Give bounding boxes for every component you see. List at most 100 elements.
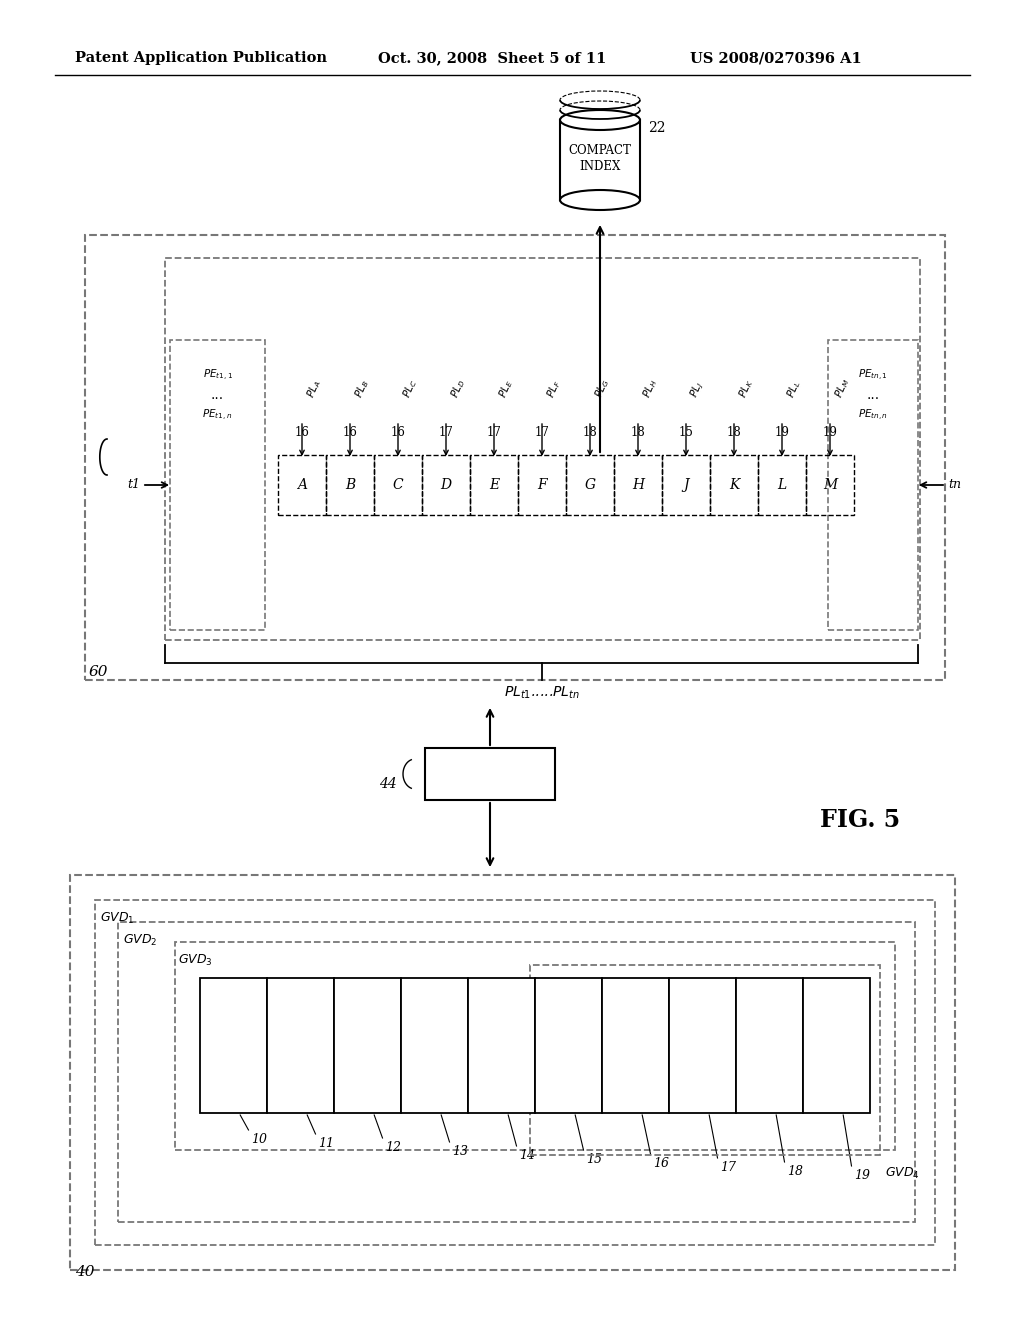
Bar bbox=[710, 455, 758, 515]
Text: $PE_{t1,n}$: $PE_{t1,n}$ bbox=[203, 408, 232, 422]
Text: G: G bbox=[585, 478, 596, 492]
Bar bbox=[470, 455, 518, 515]
Bar bbox=[758, 455, 806, 515]
Bar bbox=[278, 455, 326, 515]
Text: D: D bbox=[440, 478, 452, 492]
Text: E: E bbox=[698, 1063, 707, 1074]
Text: M: M bbox=[830, 1063, 843, 1074]
Text: 19: 19 bbox=[774, 426, 790, 440]
Bar bbox=[170, 341, 265, 630]
Text: M: M bbox=[823, 478, 838, 492]
Bar bbox=[669, 978, 736, 1113]
Bar bbox=[736, 978, 803, 1113]
Text: B: B bbox=[345, 478, 355, 492]
Text: $GVD_3$: $GVD_3$ bbox=[178, 953, 213, 968]
Bar bbox=[518, 455, 566, 515]
Text: 13: 13 bbox=[453, 1144, 469, 1158]
Text: H: H bbox=[632, 478, 644, 492]
Text: t1: t1 bbox=[127, 479, 140, 491]
Text: $PL_K$: $PL_K$ bbox=[736, 378, 756, 400]
Text: $PL_H$: $PL_H$ bbox=[640, 378, 660, 400]
Bar bbox=[334, 978, 401, 1113]
Bar bbox=[374, 455, 422, 515]
Text: 17: 17 bbox=[535, 426, 550, 440]
Text: $PL_C$: $PL_C$ bbox=[400, 378, 420, 400]
Ellipse shape bbox=[560, 190, 640, 210]
Text: $PE_{tn,n}$: $PE_{tn,n}$ bbox=[858, 408, 888, 422]
Text: 14: 14 bbox=[519, 1148, 536, 1162]
Bar bbox=[95, 900, 935, 1245]
Text: $PL_{t1}$.....$PL_{tn}$: $PL_{t1}$.....$PL_{tn}$ bbox=[504, 685, 580, 701]
Text: E: E bbox=[488, 478, 499, 492]
Text: ...: ... bbox=[211, 388, 224, 403]
Bar bbox=[828, 341, 918, 630]
Bar bbox=[806, 455, 854, 515]
Text: Oct. 30, 2008  Sheet 5 of 11: Oct. 30, 2008 Sheet 5 of 11 bbox=[378, 51, 606, 65]
Text: $GVD_4$: $GVD_4$ bbox=[885, 1166, 920, 1180]
Text: $PL_D$: $PL_D$ bbox=[449, 378, 468, 400]
Bar bbox=[468, 978, 535, 1113]
Text: (EMPTY): (EMPTY) bbox=[272, 1039, 329, 1052]
Bar bbox=[326, 455, 374, 515]
Bar bbox=[602, 978, 669, 1113]
Text: 10: 10 bbox=[252, 1133, 267, 1146]
Text: $PL_G$: $PL_G$ bbox=[592, 378, 612, 400]
Text: $PL_L$: $PL_L$ bbox=[784, 379, 804, 400]
Bar bbox=[70, 875, 955, 1270]
Bar bbox=[118, 921, 915, 1222]
Text: (EMPTY): (EMPTY) bbox=[339, 1039, 396, 1052]
Text: 16: 16 bbox=[653, 1158, 670, 1170]
Text: 15: 15 bbox=[587, 1152, 602, 1166]
Text: INDEXER: INDEXER bbox=[449, 767, 531, 781]
Text: 17: 17 bbox=[486, 426, 502, 440]
Bar bbox=[175, 942, 895, 1150]
Bar bbox=[614, 455, 662, 515]
Text: G: G bbox=[765, 1016, 774, 1030]
Bar bbox=[85, 235, 945, 680]
Text: $PL_A$: $PL_A$ bbox=[304, 378, 324, 400]
Text: $GVD_2$: $GVD_2$ bbox=[123, 932, 158, 948]
Text: $PE_{t1,1}$: $PE_{t1,1}$ bbox=[203, 367, 232, 383]
Text: K: K bbox=[729, 478, 739, 492]
Text: 19: 19 bbox=[854, 1170, 870, 1181]
Text: $PL_J$: $PL_J$ bbox=[688, 380, 708, 400]
Ellipse shape bbox=[560, 110, 640, 129]
Bar bbox=[662, 455, 710, 515]
Text: L: L bbox=[833, 1016, 841, 1030]
Bar bbox=[165, 257, 920, 640]
Text: A: A bbox=[297, 478, 307, 492]
Text: D: D bbox=[697, 1016, 708, 1030]
Text: (EMPTY): (EMPTY) bbox=[407, 1039, 463, 1052]
Text: FIG. 5: FIG. 5 bbox=[820, 808, 900, 832]
Text: 19: 19 bbox=[822, 426, 838, 440]
Text: 18: 18 bbox=[787, 1166, 804, 1177]
Text: 16: 16 bbox=[343, 426, 357, 440]
Text: $PL_M$: $PL_M$ bbox=[831, 376, 852, 400]
Bar bbox=[530, 965, 880, 1155]
Text: $GVD_1$: $GVD_1$ bbox=[100, 911, 134, 925]
Text: $PL_F$: $PL_F$ bbox=[544, 378, 563, 400]
Bar bbox=[803, 978, 870, 1113]
Bar bbox=[560, 120, 640, 201]
Text: US 2008/0270396 A1: US 2008/0270396 A1 bbox=[690, 51, 862, 65]
Text: C: C bbox=[392, 478, 403, 492]
Text: (EMPTY): (EMPTY) bbox=[205, 1039, 262, 1052]
Bar bbox=[200, 978, 267, 1113]
Text: Patent Application Publication: Patent Application Publication bbox=[75, 51, 327, 65]
Bar bbox=[425, 748, 555, 800]
Bar bbox=[566, 455, 614, 515]
Bar bbox=[401, 978, 468, 1113]
Text: 17: 17 bbox=[438, 426, 454, 440]
Text: F: F bbox=[538, 478, 547, 492]
Text: 18: 18 bbox=[583, 426, 597, 440]
Text: 17: 17 bbox=[721, 1162, 736, 1173]
Text: H: H bbox=[764, 1063, 775, 1074]
Text: COMPACT
INDEX: COMPACT INDEX bbox=[568, 144, 632, 173]
Text: 44: 44 bbox=[379, 777, 397, 792]
Text: $PL_B$: $PL_B$ bbox=[352, 378, 372, 400]
Text: 12: 12 bbox=[385, 1140, 401, 1154]
Text: J: J bbox=[683, 478, 689, 492]
Text: $PE_{tn,1}$: $PE_{tn,1}$ bbox=[858, 367, 888, 383]
Text: J: J bbox=[566, 1039, 571, 1052]
Text: B: B bbox=[631, 1063, 640, 1074]
